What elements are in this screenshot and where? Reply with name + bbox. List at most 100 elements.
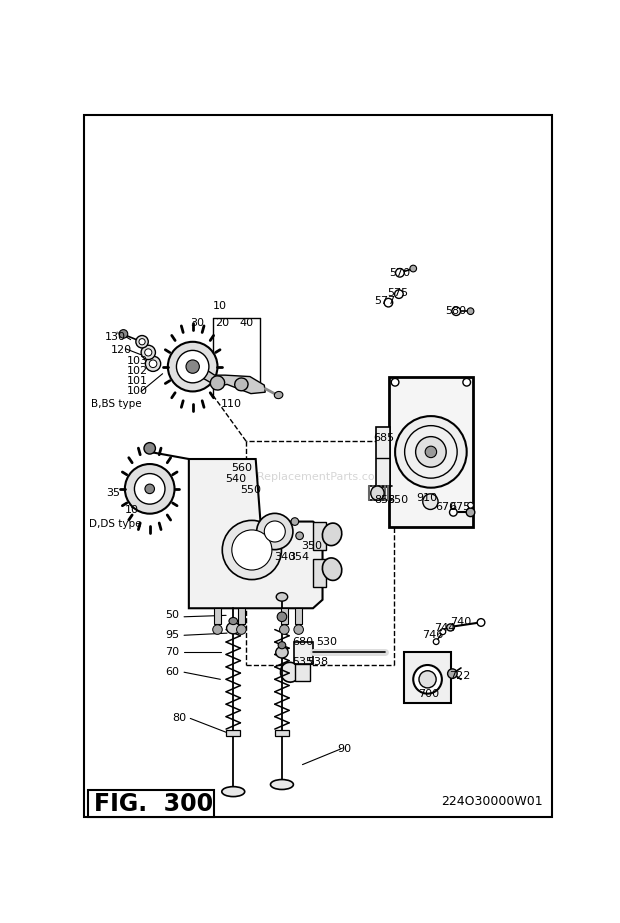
Circle shape (119, 330, 128, 338)
Circle shape (232, 530, 272, 570)
Bar (313, 521, 326, 550)
Circle shape (440, 629, 446, 635)
Text: 535: 535 (292, 656, 313, 666)
Circle shape (145, 484, 154, 494)
Circle shape (395, 416, 467, 487)
Text: 722: 722 (450, 672, 471, 681)
Text: 80: 80 (172, 713, 187, 724)
Text: 910: 910 (416, 493, 437, 503)
Circle shape (467, 502, 474, 508)
Bar (87, 790, 214, 817)
Circle shape (405, 426, 457, 478)
Circle shape (415, 437, 446, 467)
Bar (294, 642, 313, 664)
Text: 70: 70 (165, 647, 179, 657)
Bar (404, 653, 451, 703)
Circle shape (125, 464, 175, 514)
Text: eReplacementParts.com: eReplacementParts.com (250, 472, 386, 482)
Circle shape (394, 290, 403, 298)
Text: 102: 102 (126, 366, 148, 376)
Text: 354: 354 (288, 552, 309, 562)
Text: 746: 746 (422, 630, 443, 641)
Text: 30: 30 (190, 318, 205, 328)
Text: 550: 550 (241, 485, 262, 495)
Circle shape (477, 618, 485, 627)
Circle shape (186, 360, 200, 373)
Circle shape (467, 308, 474, 315)
Text: 538: 538 (307, 656, 329, 666)
Ellipse shape (277, 593, 288, 601)
Text: 224O30000W01: 224O30000W01 (441, 795, 542, 808)
Text: 101: 101 (127, 376, 148, 386)
Ellipse shape (278, 641, 286, 649)
Circle shape (294, 625, 303, 634)
Text: 850: 850 (388, 496, 409, 505)
Circle shape (264, 521, 285, 542)
Circle shape (391, 378, 399, 386)
Text: 530: 530 (316, 638, 337, 647)
Text: 560: 560 (231, 462, 252, 473)
Text: 35: 35 (107, 488, 120, 498)
Bar (295, 664, 310, 681)
Circle shape (384, 298, 392, 307)
Ellipse shape (226, 622, 240, 634)
Ellipse shape (270, 780, 293, 789)
Polygon shape (189, 459, 322, 608)
Circle shape (466, 508, 475, 517)
Text: 680: 680 (292, 638, 313, 647)
Text: 675: 675 (450, 502, 471, 512)
Text: D,DS type: D,DS type (89, 520, 141, 530)
Circle shape (149, 360, 157, 367)
Circle shape (413, 665, 442, 694)
Text: FIG.  300: FIG. 300 (94, 792, 213, 816)
Circle shape (296, 532, 303, 540)
Text: 580: 580 (446, 306, 467, 317)
Text: 50: 50 (165, 610, 179, 620)
Text: 350: 350 (301, 541, 322, 551)
Text: 103: 103 (127, 356, 148, 366)
Polygon shape (193, 361, 265, 393)
Circle shape (277, 612, 286, 621)
Ellipse shape (274, 391, 283, 399)
Circle shape (425, 446, 436, 458)
Text: 340: 340 (274, 552, 295, 562)
Text: 570: 570 (389, 268, 410, 278)
Bar (237, 608, 245, 624)
Text: 670: 670 (435, 502, 456, 512)
Circle shape (144, 443, 156, 454)
Bar (275, 730, 289, 737)
Text: B,BS type: B,BS type (91, 399, 141, 409)
Text: 90: 90 (337, 744, 351, 754)
Bar (389, 378, 473, 526)
Circle shape (419, 671, 436, 688)
Bar (226, 730, 241, 737)
Ellipse shape (222, 786, 245, 797)
Text: 95: 95 (165, 630, 179, 641)
Ellipse shape (210, 376, 224, 390)
Text: 685: 685 (373, 433, 394, 443)
Circle shape (257, 513, 293, 549)
Circle shape (135, 473, 165, 504)
Ellipse shape (322, 523, 342, 545)
Bar (214, 608, 221, 624)
Text: 40: 40 (239, 318, 253, 328)
Text: 60: 60 (165, 667, 179, 677)
Circle shape (280, 625, 289, 634)
Text: 700: 700 (418, 689, 439, 699)
Circle shape (168, 342, 218, 391)
Ellipse shape (322, 557, 342, 581)
Ellipse shape (371, 486, 384, 500)
Circle shape (213, 625, 222, 634)
Ellipse shape (446, 624, 454, 631)
Circle shape (291, 518, 299, 525)
Ellipse shape (229, 617, 237, 625)
Text: 10: 10 (213, 301, 227, 311)
Text: 740: 740 (450, 617, 472, 628)
Text: EY40: EY40 (93, 795, 124, 808)
Text: 100: 100 (127, 387, 148, 397)
Text: 540: 540 (225, 473, 246, 484)
Circle shape (410, 265, 417, 272)
Bar (280, 608, 288, 624)
Circle shape (448, 669, 457, 678)
Circle shape (141, 345, 156, 360)
